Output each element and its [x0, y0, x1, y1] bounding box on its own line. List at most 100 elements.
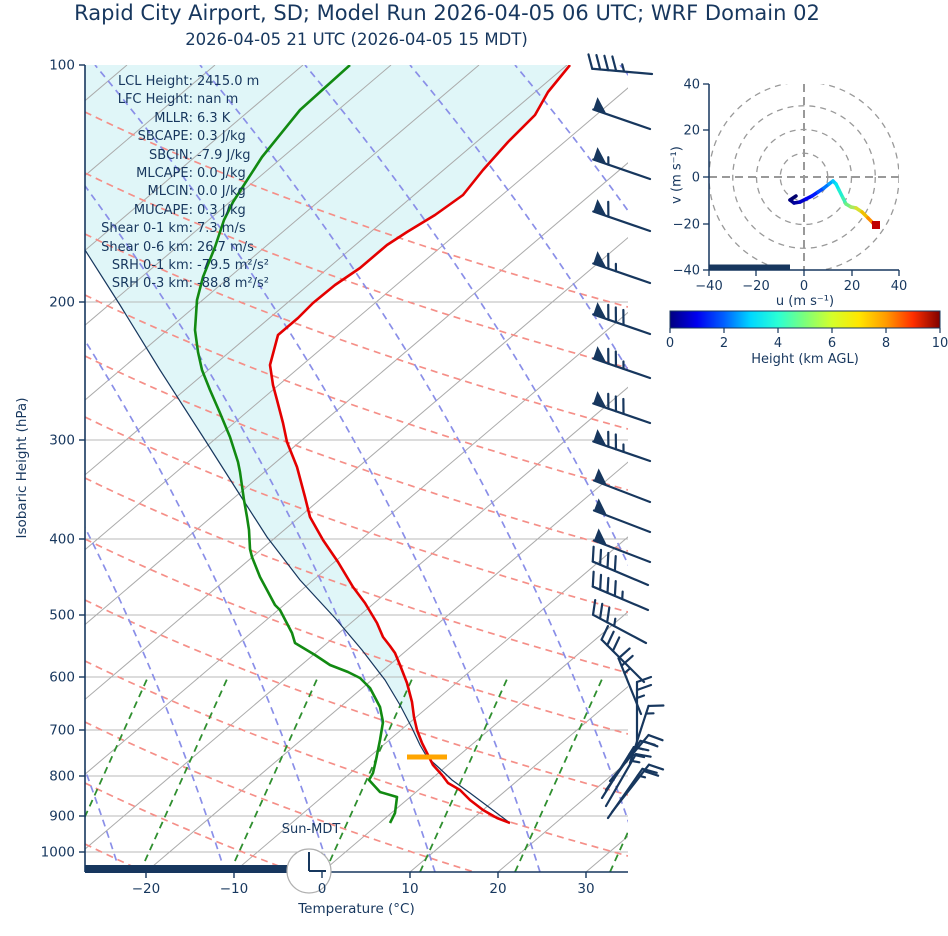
stat-value: nan m	[197, 92, 239, 108]
stat-value: -88.8 m²/s²	[197, 276, 270, 292]
barb-full	[606, 606, 611, 624]
isotherm-line	[85, 65, 304, 252]
x-tick-label: 0	[318, 881, 327, 897]
cin-shaded-area	[85, 65, 570, 757]
wind-barb	[604, 752, 652, 808]
isotherm-line	[85, 236, 628, 701]
moist-adiabat-line	[85, 525, 226, 872]
stat-label: LFC Height:	[117, 92, 193, 108]
hodo-x-tick-label: 20	[844, 279, 861, 294]
wind-barb	[592, 147, 652, 181]
moist-adiabat-line	[304, 65, 628, 567]
stat-value: 0.0 J/kg	[197, 166, 246, 182]
stat-row: SBCIN: -7.9 J/kg	[95, 147, 269, 165]
isotherm-line	[85, 65, 480, 401]
hodograph-range-ring	[732, 105, 876, 249]
stat-label: SBCIN:	[149, 147, 193, 163]
barb-full	[614, 306, 618, 324]
x-tick-label: 30	[577, 881, 594, 897]
barb-full	[607, 347, 610, 365]
colorbar-tick-label: 4	[774, 336, 782, 351]
barb-half	[622, 360, 625, 370]
surface-indicator-bar	[85, 865, 287, 873]
colorbar-tick-label: 0	[666, 336, 674, 351]
y-tick-label: 600	[49, 670, 75, 686]
barb-full	[595, 53, 602, 71]
barb-full	[607, 430, 610, 448]
moist-adiabat-line	[94, 65, 541, 872]
barb-full	[607, 392, 610, 410]
stat-value: -79.5 m²/s²	[197, 258, 270, 274]
hodo-x-tick-label: 40	[891, 279, 908, 294]
barb-pennant	[593, 528, 608, 546]
barb-full	[634, 752, 652, 758]
figure-title: Rapid City Airport, SD; Model Run 2026-0…	[74, 1, 820, 25]
barb-half	[630, 759, 641, 764]
stat-label: Shear 0-1 km:	[101, 221, 193, 237]
dry-adiabat-line	[85, 599, 628, 796]
stat-label: MLLR:	[154, 110, 193, 126]
hodo-y-tick-label: 20	[683, 124, 700, 139]
isotherm-line	[85, 65, 392, 326]
wind-barb	[592, 346, 652, 380]
barb-full	[607, 200, 610, 218]
stat-value: 0.3 J/kg	[197, 129, 246, 145]
barb-half	[644, 712, 655, 715]
wind-barb	[591, 545, 650, 587]
stat-row: Shear 0-6 km: 26.7 m/s	[95, 239, 269, 257]
isotherm-line	[85, 386, 628, 850]
x-tick-label: 10	[401, 881, 418, 897]
skewt-profiles	[85, 65, 572, 825]
dry-adiabat-line	[85, 294, 628, 491]
stat-value: 0.0 J/kg	[197, 184, 246, 200]
barb-full	[591, 599, 597, 616]
skewt-x-axis-label: Temperature (°C)	[298, 901, 415, 917]
barb-full	[642, 740, 659, 748]
y-tick-label: 700	[49, 723, 75, 739]
hodograph	[703, 83, 900, 276]
barb-pennant	[593, 346, 607, 364]
y-tick-label: 200	[49, 295, 75, 311]
y-tick-label: 800	[49, 769, 75, 785]
barb-full	[599, 548, 603, 566]
hodograph-end-marker	[872, 221, 880, 229]
barb-staff	[591, 67, 654, 76]
moist-adiabat-line	[199, 65, 628, 824]
wind-barb	[592, 391, 652, 425]
stability-indices-panel: LCL Height: 2415.0 m LFC Height: nan m MLLR:…	[95, 73, 269, 294]
dry-adiabat-line	[85, 233, 628, 430]
hodo-y-tick-label: −20	[673, 218, 700, 233]
barb-full	[591, 545, 595, 563]
stat-value: 0.3 J/kg	[197, 202, 246, 218]
stat-row: MUCAPE: 0.3 J/kg	[95, 202, 269, 220]
stat-label: MUCAPE:	[133, 202, 193, 218]
dry-adiabat-line	[85, 843, 148, 872]
barb-staff	[592, 108, 652, 131]
barb-full	[603, 54, 610, 72]
dewpoint-curve	[193, 65, 399, 824]
barb-full	[606, 551, 610, 569]
moist-adiabat-line	[85, 184, 436, 872]
hodograph-range-ring	[755, 128, 853, 226]
wind-barb	[592, 528, 652, 564]
barb-staff	[592, 158, 652, 181]
stat-label: SRH 0-1 km:	[111, 258, 193, 274]
stat-label: SRH 0-3 km:	[111, 276, 193, 292]
barb-half	[607, 156, 610, 166]
hodograph-surface-bar	[709, 264, 790, 270]
barb-staff	[592, 509, 652, 534]
barb-pennant	[593, 147, 607, 165]
wind-barb	[592, 429, 652, 463]
barb-pennant	[593, 302, 607, 320]
stat-label: LCL Height:	[117, 74, 193, 89]
hodo-x-tick-label: −40	[695, 279, 722, 294]
wind-barb	[617, 647, 643, 716]
isotherm-line	[233, 536, 628, 872]
barb-staff	[592, 402, 652, 425]
stat-value: 7.3 m/s	[197, 221, 246, 237]
barb-full	[613, 579, 617, 598]
barb-full	[622, 397, 625, 415]
barb-full	[620, 654, 634, 667]
isotherm-line	[585, 835, 628, 872]
